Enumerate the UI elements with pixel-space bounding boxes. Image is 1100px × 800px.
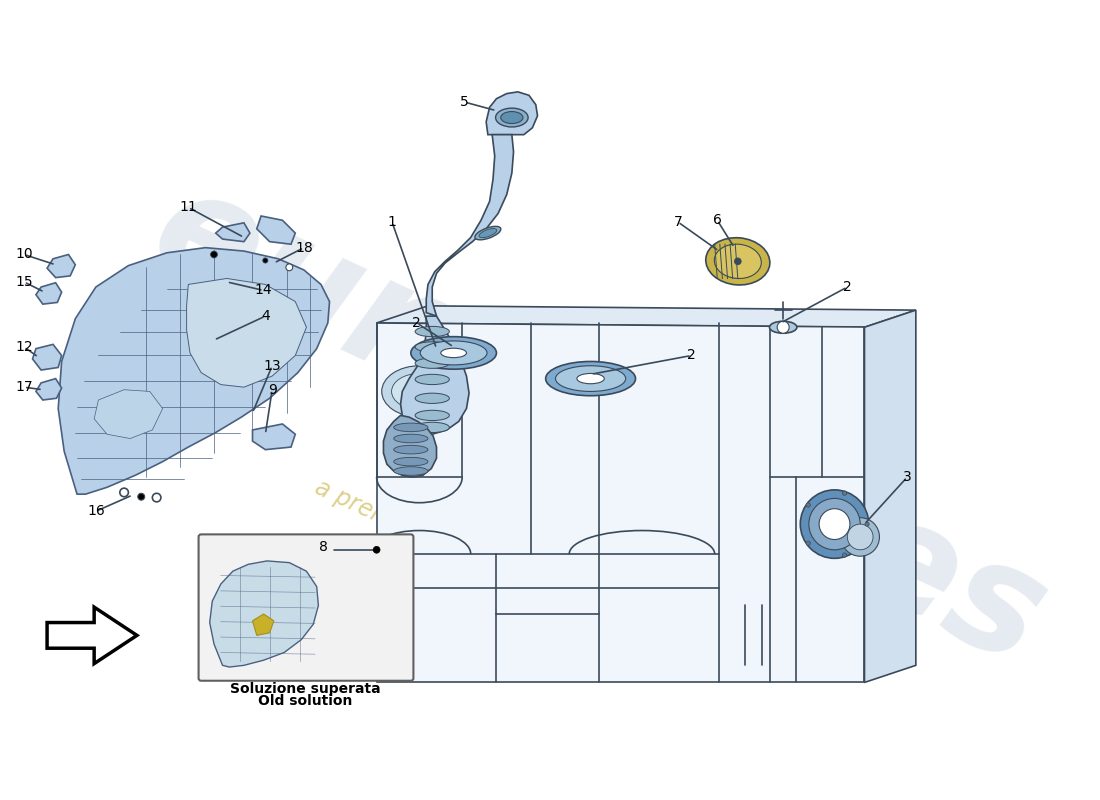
Ellipse shape (801, 490, 869, 558)
Circle shape (153, 494, 161, 502)
Circle shape (120, 488, 129, 497)
Polygon shape (33, 344, 62, 370)
Ellipse shape (500, 111, 522, 123)
Polygon shape (47, 254, 75, 278)
Text: 11: 11 (179, 201, 197, 214)
Ellipse shape (478, 229, 497, 238)
Polygon shape (47, 607, 136, 664)
Text: Old solution: Old solution (258, 694, 353, 708)
Ellipse shape (406, 383, 433, 400)
Ellipse shape (847, 524, 873, 550)
Circle shape (778, 322, 789, 334)
Text: 2: 2 (843, 280, 851, 294)
Text: 9: 9 (267, 382, 276, 397)
Text: 1: 1 (387, 215, 396, 229)
Circle shape (210, 251, 218, 258)
Text: 12: 12 (15, 340, 33, 354)
Ellipse shape (808, 498, 860, 550)
Text: eurospares: eurospares (130, 154, 1068, 698)
Polygon shape (486, 92, 538, 134)
Ellipse shape (415, 374, 450, 385)
Ellipse shape (546, 362, 636, 396)
Ellipse shape (415, 342, 450, 352)
Text: 5: 5 (461, 95, 469, 109)
Polygon shape (256, 216, 295, 244)
Polygon shape (865, 310, 916, 682)
Text: 8: 8 (319, 540, 328, 554)
Polygon shape (210, 561, 318, 667)
Text: 10: 10 (15, 247, 33, 262)
Circle shape (843, 553, 847, 557)
Ellipse shape (496, 108, 528, 127)
Ellipse shape (394, 434, 428, 442)
Polygon shape (400, 316, 469, 434)
Circle shape (263, 258, 268, 263)
Ellipse shape (556, 366, 626, 391)
FancyBboxPatch shape (199, 534, 414, 681)
Text: a premier for parts since 1985: a premier for parts since 1985 (311, 476, 648, 650)
Ellipse shape (714, 244, 761, 278)
Ellipse shape (394, 466, 428, 475)
Polygon shape (216, 223, 250, 242)
Ellipse shape (394, 423, 428, 432)
Text: Soluzione superata: Soluzione superata (230, 682, 381, 696)
Polygon shape (253, 424, 295, 450)
Ellipse shape (382, 366, 458, 417)
Circle shape (735, 258, 741, 265)
Ellipse shape (394, 458, 428, 466)
Circle shape (138, 494, 145, 500)
Ellipse shape (475, 226, 500, 240)
Polygon shape (384, 415, 437, 477)
Polygon shape (95, 390, 163, 438)
Ellipse shape (415, 393, 450, 403)
Circle shape (843, 491, 847, 495)
Text: 15: 15 (15, 275, 33, 289)
Circle shape (806, 541, 811, 546)
Text: 7: 7 (673, 215, 682, 229)
Ellipse shape (576, 374, 604, 384)
Ellipse shape (394, 446, 428, 454)
Text: 17: 17 (15, 380, 33, 394)
Ellipse shape (415, 326, 450, 337)
Ellipse shape (392, 374, 448, 410)
Ellipse shape (840, 518, 880, 556)
Polygon shape (187, 278, 307, 387)
Ellipse shape (420, 341, 487, 365)
Text: 13: 13 (263, 358, 280, 373)
Circle shape (286, 264, 293, 270)
Ellipse shape (820, 509, 850, 539)
Polygon shape (253, 614, 274, 635)
Ellipse shape (441, 348, 466, 358)
Ellipse shape (410, 337, 496, 369)
Ellipse shape (770, 322, 796, 334)
Ellipse shape (415, 358, 450, 368)
Text: 16: 16 (87, 504, 104, 518)
Text: 2: 2 (688, 349, 696, 362)
Circle shape (806, 503, 811, 507)
Ellipse shape (415, 422, 450, 433)
Text: 6: 6 (713, 214, 722, 227)
Polygon shape (376, 306, 916, 327)
Polygon shape (427, 134, 514, 316)
Polygon shape (36, 282, 62, 304)
Text: 14: 14 (255, 283, 273, 298)
Text: 18: 18 (295, 241, 312, 254)
Polygon shape (58, 248, 330, 494)
Text: 3: 3 (903, 470, 912, 484)
Ellipse shape (415, 410, 450, 421)
Polygon shape (376, 323, 865, 682)
Circle shape (373, 546, 380, 554)
Text: 2: 2 (412, 316, 421, 330)
Ellipse shape (706, 238, 770, 285)
Circle shape (865, 522, 869, 526)
Polygon shape (36, 378, 62, 400)
Text: 4: 4 (261, 309, 270, 323)
